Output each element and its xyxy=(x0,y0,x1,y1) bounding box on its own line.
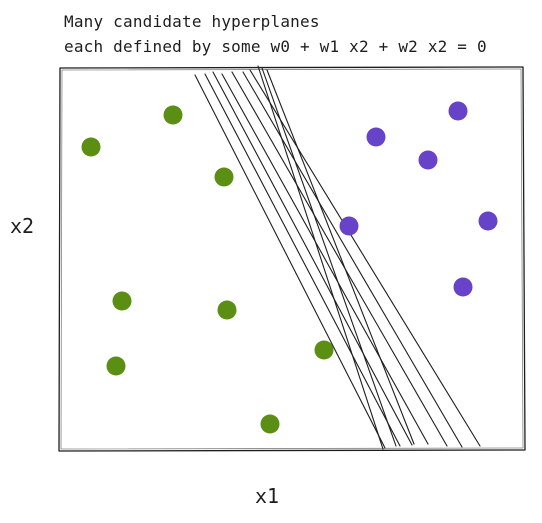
green-point-6 xyxy=(106,356,126,376)
hyperplane-line-4 xyxy=(221,73,429,445)
plot-frame-sketch xyxy=(60,68,524,450)
y-axis-label: x2 xyxy=(10,214,35,238)
x-axis-label: x1 xyxy=(255,484,280,508)
purple-point-2 xyxy=(448,101,468,121)
data-points xyxy=(81,101,498,434)
caption-line-1: Many candidate hyperplanes xyxy=(64,12,320,31)
caption-line-2: each defined by some w0 + w1 x2 + w2 x2 … xyxy=(64,37,487,56)
hyperplane-line-3 xyxy=(212,71,413,446)
purple-point-5 xyxy=(478,211,498,231)
purple-point-3 xyxy=(418,150,438,170)
green-point-8 xyxy=(260,414,280,434)
purple-point-1 xyxy=(366,127,386,147)
hyperplane-line-2 xyxy=(204,73,401,447)
plot-frame xyxy=(58,66,526,452)
hyperplane-line-8 xyxy=(257,65,384,450)
green-point-3 xyxy=(214,167,234,187)
hyperplane-line-1 xyxy=(194,74,386,449)
green-point-5 xyxy=(217,300,237,320)
green-point-2 xyxy=(163,105,183,125)
hyperplane-line-5 xyxy=(231,71,448,447)
hyperplane-lines xyxy=(194,65,481,450)
hyperplane-line-9 xyxy=(261,67,397,447)
hyperplane-line-6 xyxy=(242,71,463,448)
green-point-1 xyxy=(81,137,101,157)
purple-point-6 xyxy=(453,277,473,297)
green-point-7 xyxy=(314,340,334,360)
hyperplane-line-10 xyxy=(266,69,415,445)
purple-point-4 xyxy=(339,216,359,236)
hyperplane-line-7 xyxy=(249,69,481,447)
green-point-4 xyxy=(112,291,132,311)
